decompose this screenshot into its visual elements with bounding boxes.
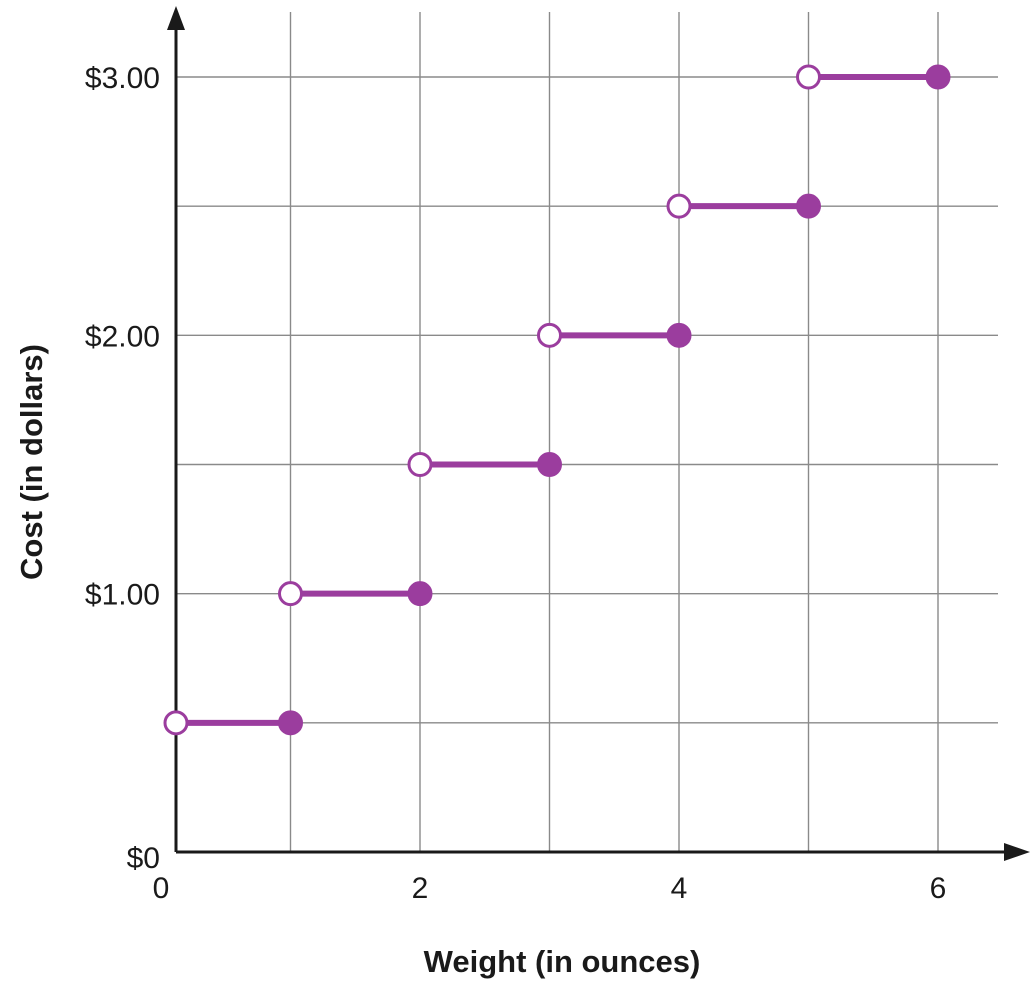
series-cost bbox=[163, 64, 951, 736]
x-tick-label: 0 bbox=[153, 872, 170, 905]
x-tick-label: 6 bbox=[930, 872, 947, 905]
open-endpoint bbox=[537, 322, 562, 348]
closed-endpoint bbox=[278, 710, 303, 736]
open-endpoint bbox=[666, 193, 692, 219]
y-tick-label: $2.00 bbox=[85, 320, 160, 353]
closed-endpoint bbox=[537, 452, 562, 477]
y-axis-title: Cost (in dollars) bbox=[14, 344, 49, 580]
y-tick-label: $1.00 bbox=[85, 579, 160, 612]
y-axis-arrow bbox=[167, 6, 185, 30]
x-axis-title: Weight (in ounces) bbox=[424, 944, 701, 979]
open-endpoint bbox=[407, 452, 433, 477]
open-endpoint bbox=[278, 581, 303, 607]
y-tick-label: $3.00 bbox=[85, 62, 160, 95]
x-axis-arrow bbox=[1004, 843, 1030, 861]
y-tick-label: $0 bbox=[127, 842, 160, 875]
x-tick-label: 4 bbox=[671, 872, 688, 905]
x-tick-label: 2 bbox=[412, 872, 429, 905]
closed-endpoint bbox=[925, 64, 951, 90]
tick-labels: 0 2 4 6 $0 $1.00 $2.00 $3.00 bbox=[85, 62, 946, 905]
closed-endpoint bbox=[666, 322, 692, 348]
open-endpoint bbox=[163, 710, 189, 736]
closed-endpoint bbox=[796, 193, 821, 219]
grid bbox=[176, 12, 998, 852]
open-endpoint bbox=[796, 64, 821, 90]
closed-endpoint bbox=[407, 581, 433, 607]
